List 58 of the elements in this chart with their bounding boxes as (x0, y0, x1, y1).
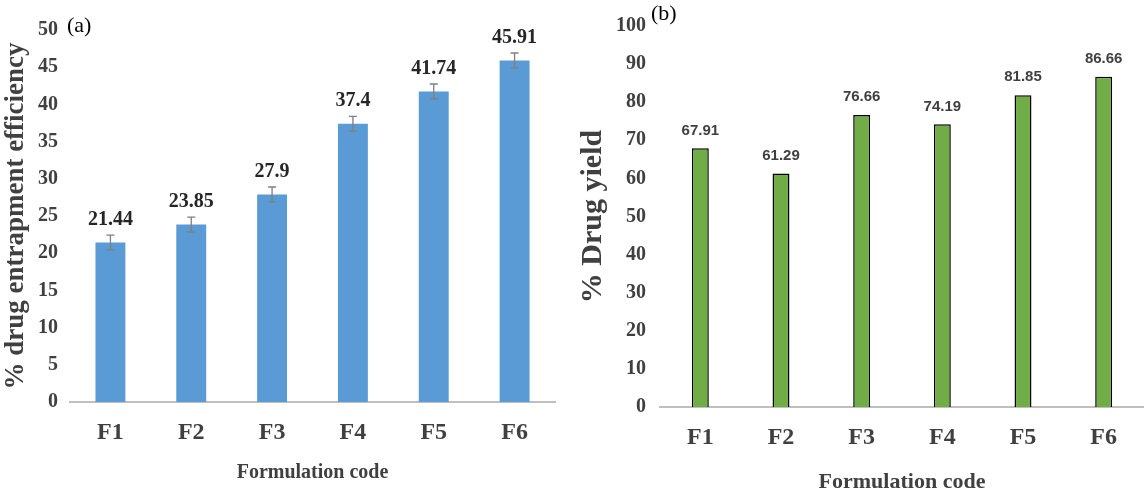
x-tick-label: F4 (339, 417, 367, 444)
y-tick-label: 45 (38, 54, 58, 77)
y-tick-label: 5 (48, 351, 58, 374)
data-label: 27.9 (254, 158, 290, 181)
y-tick-label: 90 (626, 51, 646, 74)
data-label: 76.66 (842, 87, 881, 105)
y-axis-title: % Drug yield (573, 129, 607, 304)
bar (257, 194, 288, 402)
y-tick-label: 20 (626, 317, 646, 340)
data-label: 74.19 (923, 96, 962, 114)
y-tick-label: 15 (38, 277, 58, 300)
x-tick-label: F3 (258, 417, 286, 444)
data-label: 41.74 (411, 56, 457, 79)
y-tick-label: 100 (616, 13, 646, 36)
y-tick-label: 30 (626, 279, 646, 302)
bar (418, 91, 449, 402)
x-tick-label: F1 (687, 422, 714, 449)
annotation: (b) (651, 0, 677, 25)
bar (499, 60, 530, 402)
y-tick-label: 70 (626, 127, 646, 150)
data-label: 37.4 (335, 88, 371, 111)
bar (95, 242, 126, 402)
y-tick-label: 0 (48, 389, 58, 412)
bar (337, 123, 368, 402)
x-tick-label: F1 (97, 417, 124, 444)
y-tick-label: 30 (38, 165, 58, 188)
data-label: 86.66 (1084, 49, 1123, 67)
x-tick-label: F5 (420, 417, 448, 444)
y-tick-label: 0 (636, 394, 646, 417)
x-tick-label: F4 (929, 422, 956, 449)
y-tick-label: 40 (38, 91, 58, 114)
data-label: 81.85 (1004, 67, 1042, 85)
x-tick-label: F6 (501, 417, 528, 444)
data-label: 21.44 (87, 207, 133, 230)
y-tick-label: 50 (38, 17, 58, 40)
y-tick-label: 25 (38, 203, 58, 226)
x-axis-title: Formulation code (236, 460, 389, 483)
x-tick-label: F5 (1009, 422, 1037, 449)
y-tick-label: 40 (626, 241, 646, 264)
y-tick-label: 20 (38, 240, 58, 263)
y-axis-title: % drug entrapment efficiency (0, 41, 30, 390)
y-tick-label: 10 (626, 356, 646, 379)
x-tick-label: F3 (848, 422, 875, 449)
y-tick-label: 80 (626, 89, 646, 112)
annotation: (a) (67, 11, 92, 37)
bar (176, 224, 207, 402)
y-tick-label: 50 (626, 203, 646, 226)
y-tick-label: 60 (626, 165, 646, 188)
x-tick-label: F2 (177, 417, 205, 444)
data-label: 67.91 (681, 120, 720, 138)
data-label: 61.29 (762, 145, 800, 163)
y-tick-label: 10 (38, 314, 58, 337)
x-axis-title: Formulation code (818, 468, 986, 494)
data-label: 23.85 (168, 189, 214, 212)
x-tick-label: F6 (1090, 422, 1117, 449)
data-label: 45.91 (492, 24, 538, 47)
y-tick-label: 35 (38, 128, 58, 151)
x-tick-label: F2 (767, 422, 795, 449)
